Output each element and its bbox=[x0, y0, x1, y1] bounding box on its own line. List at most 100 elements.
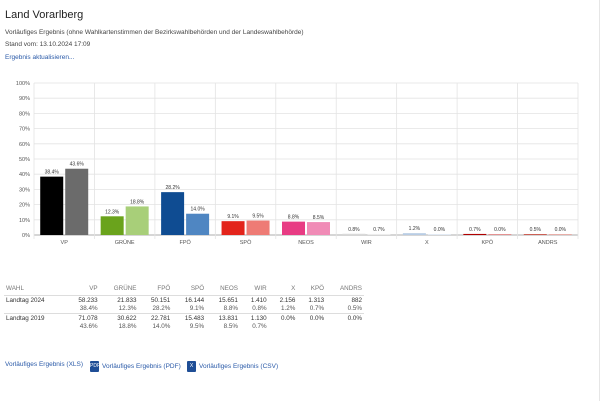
cell-pct: 1.2% bbox=[281, 305, 296, 313]
cell-votes: 22.781 bbox=[138, 313, 173, 323]
table-header-row: WAHL VP GRÜNE FPÖ SPÖ NEOS WIR X KPÖ AND… bbox=[4, 282, 364, 296]
bar-2024 bbox=[402, 233, 426, 235]
y-tick-label: 10% bbox=[19, 218, 30, 224]
y-tick-label: 50% bbox=[19, 157, 30, 163]
bar-2024 bbox=[523, 234, 547, 235]
table-header: GRÜNE bbox=[113, 285, 137, 292]
y-tick-label: 20% bbox=[19, 203, 30, 209]
cell-votes: 58.233 bbox=[65, 295, 100, 305]
x-category-label: NEOS bbox=[298, 240, 314, 246]
cell-pct: 8.5% bbox=[223, 323, 238, 331]
table-header: ANDRS bbox=[339, 285, 362, 292]
cell-votes: 71.078 bbox=[65, 313, 100, 323]
cell-votes: 0.0% bbox=[326, 313, 364, 323]
bar-2019 bbox=[367, 233, 391, 235]
data-label: 0.0% bbox=[555, 227, 567, 233]
bar-2019 bbox=[246, 220, 270, 235]
data-label: 9.5% bbox=[252, 214, 264, 220]
bar-2019 bbox=[307, 222, 330, 235]
x-category-label: FPÖ bbox=[179, 239, 191, 246]
cell-pct: 43.6% bbox=[79, 323, 98, 331]
data-label: 18.8% bbox=[130, 199, 145, 205]
cell-pct: 9.1% bbox=[189, 305, 205, 313]
download-csv-label: Vorläufiges Ergebnis (CSV) bbox=[199, 363, 279, 370]
cell-pct bbox=[297, 323, 326, 332]
bar-2024 bbox=[342, 233, 366, 235]
download-csv-link[interactable]: X Vorläufiges Ergebnis (CSV) bbox=[187, 361, 278, 372]
cell-pct: 28.2% bbox=[152, 305, 171, 313]
data-label: 8.5% bbox=[313, 215, 325, 221]
table-header: SPÖ bbox=[190, 285, 205, 292]
x-category-label: VP bbox=[61, 240, 69, 246]
y-tick-label: 90% bbox=[19, 96, 30, 102]
cell-votes: 882 bbox=[326, 295, 364, 305]
bar-2019 bbox=[186, 213, 210, 235]
table-row: 38.4% 12.3% 28.2% 9.1% 8.8% 0.8% 1.2% 0.… bbox=[4, 305, 364, 314]
cell-votes: 13.831 bbox=[206, 313, 240, 323]
bar-2019 bbox=[488, 234, 512, 235]
data-label: 8.8% bbox=[288, 215, 300, 221]
cell-pct: 0.5% bbox=[347, 305, 362, 313]
data-label: 0.5% bbox=[530, 227, 542, 233]
cell-votes: 16.144 bbox=[172, 295, 207, 305]
table-header: KPÖ bbox=[310, 285, 325, 292]
bar-2019 bbox=[65, 168, 89, 235]
cell-pct: 0.7% bbox=[252, 323, 267, 331]
y-tick-label: 80% bbox=[19, 111, 30, 117]
cell-votes: 2.156 bbox=[268, 295, 298, 305]
data-label: 0.8% bbox=[348, 227, 360, 233]
x-category-label: WIR bbox=[361, 240, 372, 246]
table-header: WIR bbox=[254, 285, 267, 292]
table-row: Landtag 2019 71.078 30.622 22.781 15.483… bbox=[4, 313, 364, 323]
table-row: 43.6% 18.8% 14.0% 9.5% 8.5% 0.7% bbox=[4, 323, 364, 332]
data-label: 0.0% bbox=[434, 227, 446, 233]
y-tick-label: 60% bbox=[19, 142, 30, 148]
cell-pct: 0.8% bbox=[252, 305, 267, 313]
x-category-label: SPÖ bbox=[240, 239, 252, 246]
cell-votes: 0.0% bbox=[268, 313, 298, 323]
csv-file-icon: X bbox=[187, 361, 196, 372]
data-label: 9.1% bbox=[227, 214, 239, 220]
bar-2024 bbox=[161, 192, 185, 235]
pdf-file-icon: PDF bbox=[90, 361, 100, 372]
download-xls-label: Vorläufiges Ergebnis (XLS) bbox=[5, 361, 84, 368]
cell-pct: 8.8% bbox=[223, 305, 238, 313]
data-label: 14.0% bbox=[191, 207, 206, 213]
cell-votes: 50.151 bbox=[138, 295, 173, 305]
bar-2024 bbox=[463, 233, 487, 235]
download-pdf-link[interactable]: PDF Vorläufiges Ergebnis (PDF) bbox=[90, 361, 181, 372]
row-label: Landtag 2019 bbox=[4, 313, 66, 323]
table-header: FPÖ bbox=[157, 285, 171, 292]
data-label: 38.4% bbox=[45, 170, 60, 176]
y-tick-label: 100% bbox=[16, 81, 30, 87]
cell-votes: 21.833 bbox=[99, 295, 139, 305]
data-label: 0.7% bbox=[373, 227, 385, 233]
cell-votes: 30.622 bbox=[99, 313, 139, 323]
row-label: Landtag 2024 bbox=[4, 295, 66, 305]
refresh-link[interactable]: Ergebnis aktualisieren... bbox=[5, 54, 75, 61]
table-header: VP bbox=[89, 285, 98, 292]
cell-pct: 9.5% bbox=[189, 323, 205, 331]
download-xls-link[interactable]: Vorläufiges Ergebnis (XLS) bbox=[5, 361, 83, 368]
bar-2019 bbox=[125, 206, 149, 235]
cell-pct bbox=[326, 323, 364, 332]
data-label: 1.2% bbox=[409, 226, 421, 232]
bar-2024 bbox=[100, 216, 124, 235]
data-label: 43.6% bbox=[70, 162, 85, 168]
y-tick-label: 70% bbox=[19, 127, 30, 133]
cell-pct: 14.0% bbox=[152, 323, 171, 331]
bar-2019 bbox=[427, 234, 451, 235]
table-header: WAHL bbox=[6, 285, 24, 292]
page-title: Land Vorarlberg bbox=[5, 9, 84, 21]
x-category-label: ANDRS bbox=[538, 240, 558, 246]
cell-votes: 1.130 bbox=[239, 313, 269, 323]
bar-2024 bbox=[40, 176, 64, 235]
results-table: WAHL VP GRÜNE FPÖ SPÖ NEOS WIR X KPÖ AND… bbox=[4, 282, 364, 331]
cell-pct: 18.8% bbox=[118, 323, 137, 331]
table-row: Landtag 2024 58.233 21.833 50.151 16.144… bbox=[4, 295, 364, 305]
data-label: 0.0% bbox=[494, 227, 506, 233]
y-tick-label: 30% bbox=[19, 187, 30, 193]
cell-votes: 0.0% bbox=[297, 313, 327, 323]
data-label: 0.7% bbox=[469, 227, 481, 233]
cell-pct: 38.4% bbox=[79, 305, 98, 313]
